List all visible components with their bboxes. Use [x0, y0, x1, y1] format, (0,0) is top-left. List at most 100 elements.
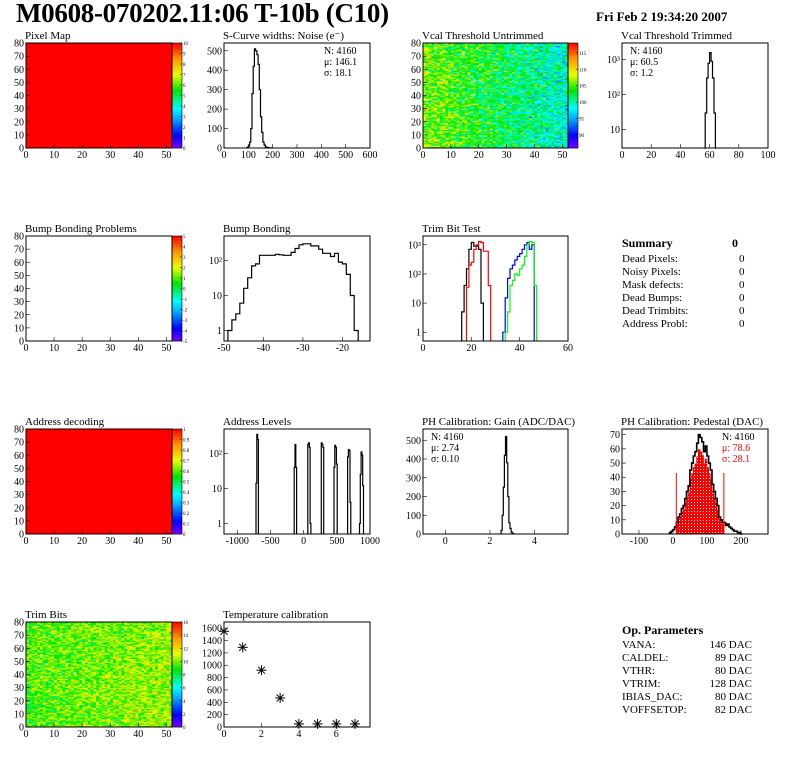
heatmap-cell	[442, 99, 446, 102]
heatmap-cell	[423, 87, 427, 90]
heatmap-cell	[537, 146, 541, 149]
heatmap-cell	[431, 98, 435, 100]
heatmap-cell	[534, 117, 538, 120]
heatmap-cell	[515, 71, 519, 74]
heatmap-cell	[551, 96, 555, 99]
heatmap-cell	[515, 77, 519, 79]
heatmap-cell	[467, 100, 471, 103]
heatmap-cell	[31, 712, 35, 715]
heatmap-cell	[484, 145, 488, 147]
heatmap-cell	[509, 85, 513, 87]
heatmap-cell	[445, 120, 449, 123]
heatmap-cell	[459, 140, 463, 142]
heatmap-cell	[551, 62, 555, 65]
heatmap-cell	[28, 679, 32, 682]
heatmap-cell	[501, 113, 505, 116]
heatmap-cell	[445, 106, 449, 108]
heatmap-cell	[484, 95, 488, 98]
heatmap-cell	[26, 665, 30, 667]
heatmap-cell	[464, 125, 468, 128]
heatmap-cell	[554, 124, 558, 126]
heatmap-cell	[456, 104, 460, 107]
heatmap-cell	[503, 66, 507, 69]
heatmap-cell	[520, 100, 524, 103]
heatmap-cell	[28, 627, 32, 629]
heatmap-cell	[428, 112, 432, 115]
heatmap-cell	[428, 99, 432, 102]
heatmap-cell	[442, 121, 446, 124]
heatmap-cell	[556, 52, 560, 54]
palette-band	[172, 141, 182, 145]
heatmap-cell	[450, 65, 454, 67]
heatmap-cell	[523, 67, 527, 70]
heatmap-cell	[456, 90, 460, 92]
heatmap-cell	[509, 117, 513, 120]
heatmap-cell	[456, 107, 460, 109]
heatmap-cell	[423, 136, 427, 138]
heatmap-cell	[456, 92, 460, 95]
heatmap-cell	[459, 106, 463, 108]
heatmap-cell	[565, 125, 569, 128]
palette-band	[172, 127, 182, 130]
heatmap-cell	[464, 132, 468, 134]
heatmap-cell	[565, 75, 569, 78]
palette-band	[568, 101, 578, 105]
palette-band	[568, 68, 578, 71]
heatmap-cell	[548, 53, 552, 56]
heatmap-cell	[467, 94, 471, 96]
heatmap-cell	[548, 74, 552, 77]
heatmap-cell	[503, 129, 507, 132]
heatmap-cell	[559, 129, 563, 132]
heatmap-cell	[545, 99, 549, 102]
heatmap-cell	[448, 48, 452, 50]
heatmap-cell	[434, 61, 438, 63]
heatmap-cell	[526, 99, 530, 102]
heatmap-cell	[534, 50, 538, 53]
heatmap-cell	[442, 132, 446, 134]
heatmap-cell	[428, 128, 432, 130]
heatmap-cell	[520, 140, 524, 142]
heatmap-cell	[428, 119, 432, 121]
palette-tick-label: 8	[183, 63, 186, 68]
heatmap-cell	[431, 86, 435, 88]
heatmap-cell	[487, 81, 491, 83]
heatmap-cell	[520, 56, 524, 58]
heatmap-cell	[515, 43, 519, 45]
heatmap-cell	[484, 67, 488, 70]
heatmap-cell	[515, 99, 519, 102]
heatmap-cell	[478, 120, 482, 123]
heatmap-cell	[492, 115, 496, 117]
heatmap-cell	[537, 49, 541, 52]
heatmap-cell	[548, 77, 552, 79]
heatmap-cell	[515, 74, 519, 77]
palette-band	[568, 120, 578, 124]
heatmap-cell	[475, 140, 480, 142]
heatmap-cell	[534, 98, 538, 100]
heatmap-cell	[509, 113, 513, 116]
histogram-series	[504, 240, 538, 341]
palette-band	[172, 324, 182, 327]
heatmap-cell	[565, 136, 569, 138]
heatmap-cell	[470, 81, 474, 83]
heatmap-cell	[467, 146, 471, 149]
heatmap-cell	[515, 125, 519, 128]
y-tick-label: 500	[207, 46, 222, 57]
heatmap-cell	[545, 52, 549, 54]
heatmap-cell	[470, 119, 474, 121]
heatmap-cell	[509, 58, 513, 61]
heatmap-cell	[475, 130, 480, 133]
heatmap-cell	[464, 92, 468, 95]
heatmap-cell	[459, 61, 463, 63]
heatmap-cell	[436, 95, 441, 98]
heatmap-cell	[545, 69, 549, 71]
heatmap-cell	[431, 136, 435, 138]
heatmap-cell	[478, 116, 482, 119]
heatmap-cell	[551, 57, 555, 60]
heatmap-cell	[462, 82, 466, 84]
heatmap-cell	[542, 67, 546, 70]
heatmap-cell	[478, 45, 482, 48]
heatmap-cell	[464, 49, 468, 52]
heatmap-cell	[512, 78, 516, 81]
heatmap-cell	[439, 99, 443, 102]
heatmap-cell	[489, 134, 494, 137]
